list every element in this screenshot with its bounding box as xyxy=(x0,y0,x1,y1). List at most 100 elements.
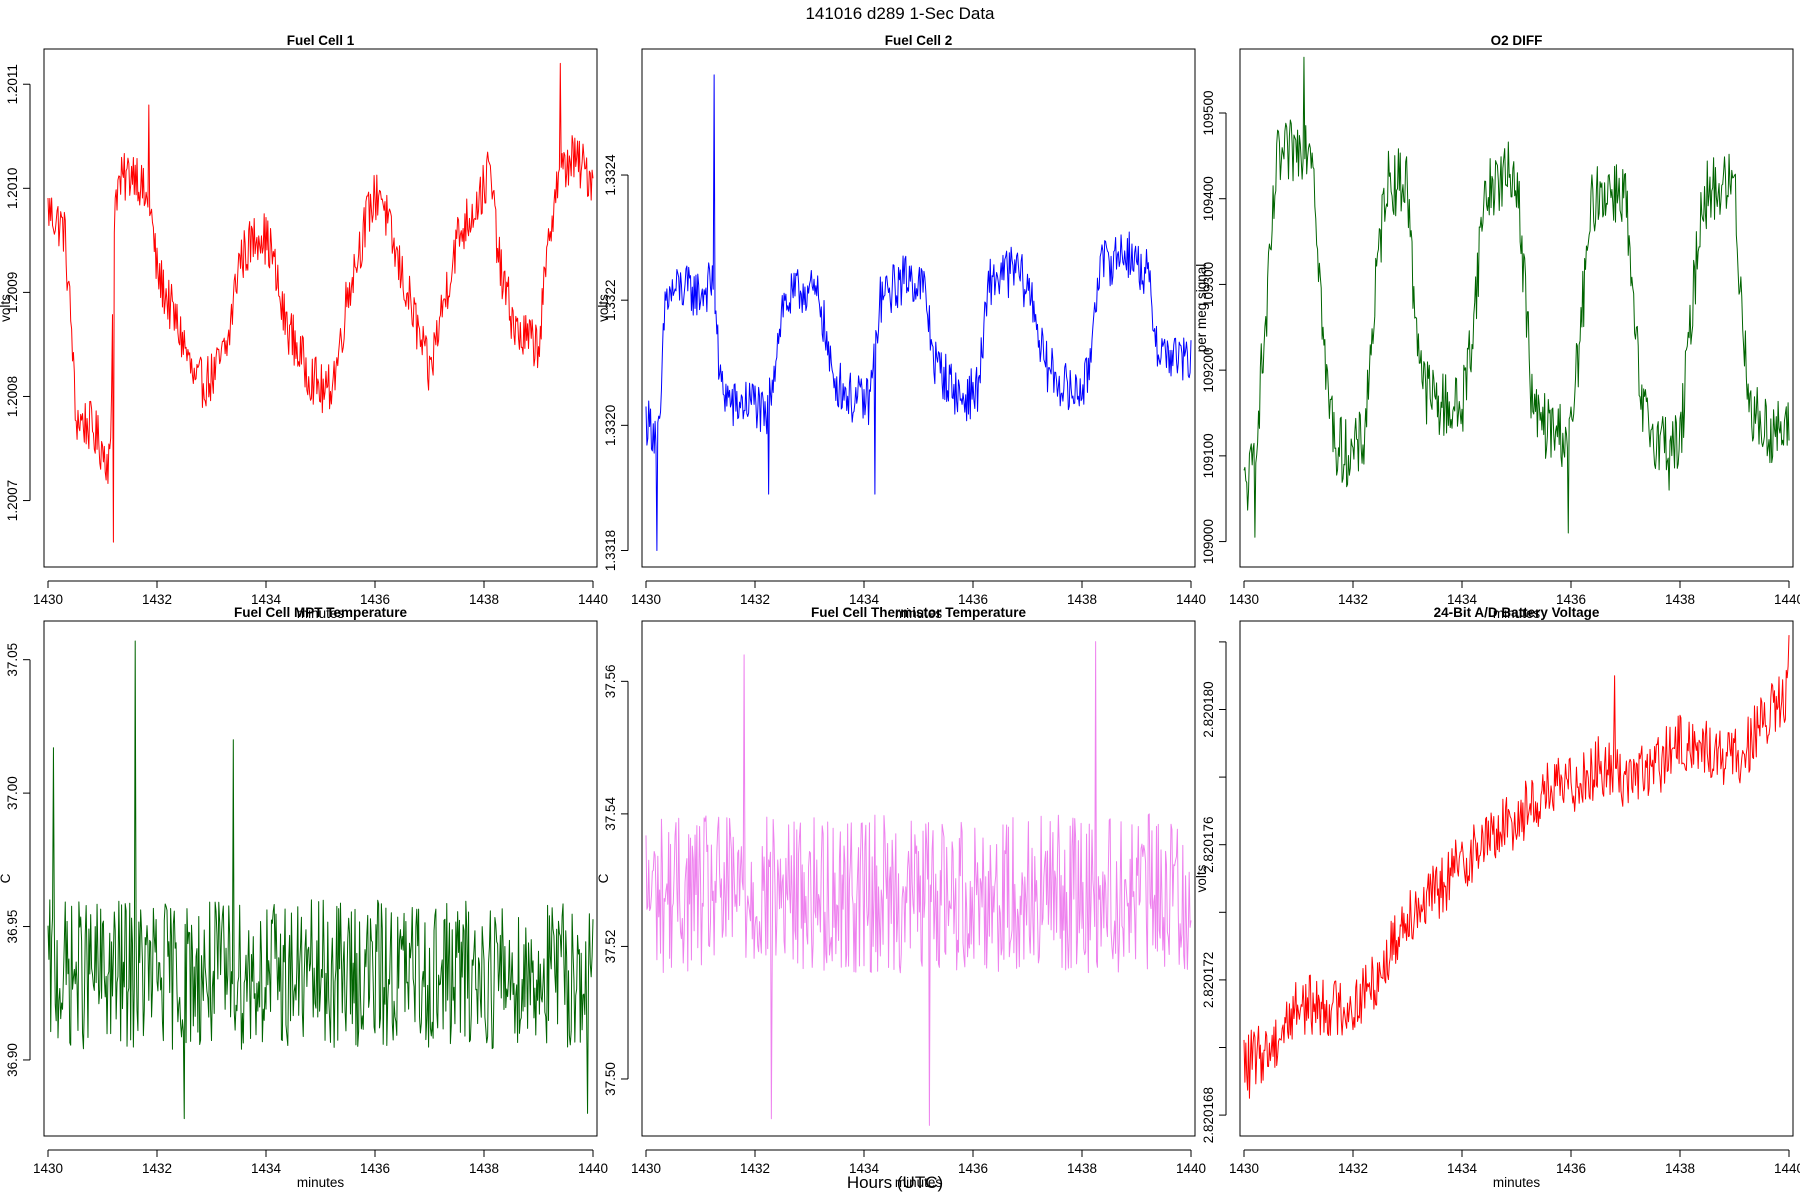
panel-title: Fuel Cell Thermistor Temperature xyxy=(811,605,1027,620)
x-tick-label: 1438 xyxy=(1665,1161,1695,1176)
x-tick-label: 1432 xyxy=(142,592,172,607)
x-tick-label: 1440 xyxy=(1774,1161,1800,1176)
y-tick-label: 2.820168 xyxy=(1201,1087,1216,1143)
y-tick-label: 37.56 xyxy=(603,664,618,698)
x-tick-label: 1432 xyxy=(740,1161,770,1176)
series-line xyxy=(47,62,594,543)
y-tick-label: 1.3320 xyxy=(603,405,618,446)
panel-title: Fuel Cell 2 xyxy=(885,33,953,48)
y-axis-label: volts xyxy=(596,294,611,322)
x-tick-label: 1438 xyxy=(469,1161,499,1176)
y-axis-label: volts xyxy=(1194,864,1209,892)
chart-panel: Fuel Cell 2 1430 1432 1434 1436 1438 1440 minut… xyxy=(596,33,1206,621)
series-line xyxy=(1243,635,1790,1099)
x-tick-label: 1440 xyxy=(1176,1161,1206,1176)
x-tick-label: 1432 xyxy=(1338,1161,1368,1176)
x-tick-label: 1430 xyxy=(1229,1161,1259,1176)
plot-frame xyxy=(641,48,1196,568)
y-tick-label: 1.2009 xyxy=(5,272,20,313)
x-axis-label: minutes xyxy=(1493,606,1541,621)
panel-title: 24-Bit A/D Battery Voltage xyxy=(1434,605,1600,620)
y-tick-label: 37.52 xyxy=(603,930,618,964)
x-axis-label: minutes xyxy=(297,606,345,621)
y-tick-label: 37.05 xyxy=(5,643,20,677)
x-tick-label: 1440 xyxy=(578,1161,608,1176)
y-tick-label: 1.3322 xyxy=(603,280,618,321)
chart-panel: Fuel Cell 1 1430 1432 1434 1436 1438 1440 minut… xyxy=(0,33,608,621)
x-tick-label: 1438 xyxy=(1067,1161,1097,1176)
x-tick-label: 1436 xyxy=(1556,592,1586,607)
series-line xyxy=(645,74,1192,551)
y-tick-label: 1.2008 xyxy=(5,376,20,417)
plot-frame xyxy=(1239,48,1794,568)
y-tick-label: 36.95 xyxy=(5,910,20,944)
y-tick-label: 109000 xyxy=(1201,519,1216,564)
y-tick-label: 1.2011 xyxy=(5,64,20,104)
x-tick-label: 1430 xyxy=(33,592,63,607)
x-tick-label: 1436 xyxy=(958,1161,988,1176)
y-tick-label: 37.54 xyxy=(603,797,618,831)
y-tick-label: 109400 xyxy=(1201,176,1216,221)
panel-title: O2 DIFF xyxy=(1491,33,1543,48)
x-axis-label: minutes xyxy=(297,1175,345,1190)
x-tick-label: 1434 xyxy=(251,592,282,607)
chart-panels: Fuel Cell 1 1430 1432 1434 1436 1438 1440 minut… xyxy=(0,33,1800,1190)
outer-x-axis-label: Hours (UTC) xyxy=(847,1173,943,1192)
y-tick-label: 36.90 xyxy=(5,1043,20,1077)
x-tick-label: 1436 xyxy=(1556,1161,1586,1176)
y-tick-label: 109200 xyxy=(1201,348,1216,393)
x-tick-label: 1436 xyxy=(360,592,390,607)
y-tick-label: 37.50 xyxy=(603,1062,618,1096)
x-tick-label: 1440 xyxy=(1774,592,1800,607)
x-tick-label: 1440 xyxy=(578,592,608,607)
y-axis-label: C xyxy=(596,873,611,883)
y-tick-label: 1.3324 xyxy=(603,154,618,196)
y-tick-label: 2.820172 xyxy=(1201,952,1216,1008)
x-tick-label: 1430 xyxy=(1229,592,1259,607)
y-tick-label: 109300 xyxy=(1201,262,1216,307)
x-tick-label: 1438 xyxy=(1665,592,1695,607)
x-tick-label: 1434 xyxy=(1447,1161,1478,1176)
chart-panel: Fuel Cell MPT Temperature 1430 1432 1434 143… xyxy=(0,605,608,1190)
x-tick-label: 1436 xyxy=(360,1161,390,1176)
y-tick-label: 1.2007 xyxy=(5,480,20,521)
y-tick-label: 37.00 xyxy=(5,776,20,810)
y-axis-label: C xyxy=(0,873,13,883)
chart-panel: O2 DIFF 1430 1432 1434 1436 1438 1440 minutes 10… xyxy=(1194,33,1800,621)
y-tick-label: 109100 xyxy=(1201,433,1216,478)
x-axis-label: minutes xyxy=(895,606,943,621)
y-tick-label: 109500 xyxy=(1201,90,1216,135)
figure-title: 141016 d289 1-Sec Data xyxy=(805,4,995,23)
series-line xyxy=(645,641,1192,1126)
y-axis-label: volts xyxy=(0,294,13,322)
chart-panel: 24-Bit A/D Battery Voltage 1430 1432 1434 14… xyxy=(1194,605,1800,1190)
y-axis-label: per meg signal xyxy=(1194,264,1209,353)
x-tick-label: 1430 xyxy=(631,1161,661,1176)
x-tick-label: 1434 xyxy=(849,1161,880,1176)
plot-frame xyxy=(43,48,598,568)
x-tick-label: 1432 xyxy=(1338,592,1368,607)
y-tick-label: 2.820180 xyxy=(1201,681,1216,737)
x-tick-label: 1434 xyxy=(849,592,880,607)
x-axis-label: minutes xyxy=(895,1175,943,1190)
x-tick-label: 1436 xyxy=(958,592,988,607)
y-tick-label: 1.3318 xyxy=(603,530,618,571)
y-tick-label: 2.820176 xyxy=(1201,817,1216,873)
x-tick-label: 1434 xyxy=(251,1161,282,1176)
x-tick-label: 1430 xyxy=(631,592,661,607)
series-line xyxy=(1243,56,1790,538)
chart-panel: Fuel Cell Thermistor Temperature 1430 1432… xyxy=(596,605,1206,1190)
y-tick-label: 1.2010 xyxy=(5,168,20,209)
x-axis-label: minutes xyxy=(1493,1175,1541,1190)
x-tick-label: 1430 xyxy=(33,1161,63,1176)
x-tick-label: 1438 xyxy=(469,592,499,607)
panel-title: Fuel Cell 1 xyxy=(287,33,355,48)
plot-frame xyxy=(1239,620,1794,1137)
series-line xyxy=(47,640,594,1120)
x-tick-label: 1440 xyxy=(1176,592,1206,607)
plot-frame xyxy=(641,620,1196,1137)
plot-frame xyxy=(43,620,598,1137)
panel-title: Fuel Cell MPT Temperature xyxy=(234,605,408,620)
x-tick-label: 1434 xyxy=(1447,592,1478,607)
